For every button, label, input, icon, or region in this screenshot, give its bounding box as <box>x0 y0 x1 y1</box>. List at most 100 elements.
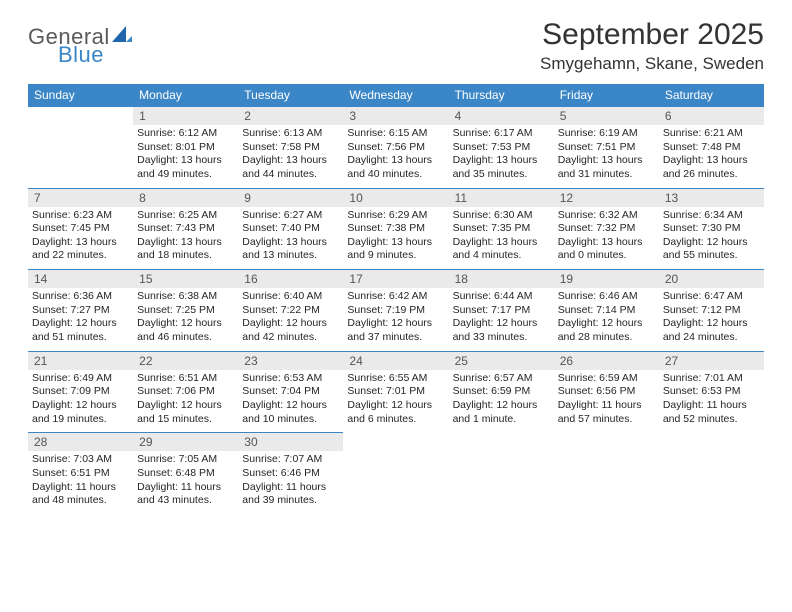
day-details: Sunrise: 6:53 AMSunset: 7:04 PMDaylight:… <box>238 370 343 433</box>
day-of-week-header: Tuesday <box>238 84 343 107</box>
calendar-week-row: 28Sunrise: 7:03 AMSunset: 6:51 PMDayligh… <box>28 433 764 514</box>
day-details: Sunrise: 6:46 AMSunset: 7:14 PMDaylight:… <box>554 288 659 351</box>
day-details: Sunrise: 6:40 AMSunset: 7:22 PMDaylight:… <box>238 288 343 351</box>
header: General Blue September 2025 Smygehamn, S… <box>28 18 764 74</box>
calendar-day-cell <box>449 433 554 514</box>
day-details: Sunrise: 6:27 AMSunset: 7:40 PMDaylight:… <box>238 207 343 270</box>
calendar-day-cell: 1Sunrise: 6:12 AMSunset: 8:01 PMDaylight… <box>133 107 238 189</box>
logo: General Blue <box>28 18 132 66</box>
calendar-day-cell <box>659 433 764 514</box>
day-number: 7 <box>28 189 133 207</box>
day-number: 20 <box>659 270 764 288</box>
calendar-day-cell: 6Sunrise: 6:21 AMSunset: 7:48 PMDaylight… <box>659 107 764 189</box>
day-details: Sunrise: 6:44 AMSunset: 7:17 PMDaylight:… <box>449 288 554 351</box>
calendar-day-cell: 15Sunrise: 6:38 AMSunset: 7:25 PMDayligh… <box>133 270 238 352</box>
day-details: Sunrise: 6:32 AMSunset: 7:32 PMDaylight:… <box>554 207 659 270</box>
calendar-day-cell: 23Sunrise: 6:53 AMSunset: 7:04 PMDayligh… <box>238 351 343 433</box>
calendar-grid: SundayMondayTuesdayWednesdayThursdayFrid… <box>28 84 764 514</box>
day-details: Sunrise: 6:38 AMSunset: 7:25 PMDaylight:… <box>133 288 238 351</box>
calendar-day-cell: 21Sunrise: 6:49 AMSunset: 7:09 PMDayligh… <box>28 351 133 433</box>
day-number: 25 <box>449 352 554 370</box>
calendar-day-cell: 13Sunrise: 6:34 AMSunset: 7:30 PMDayligh… <box>659 188 764 270</box>
day-number: 6 <box>659 107 764 125</box>
day-number: 30 <box>238 433 343 451</box>
day-details: Sunrise: 6:29 AMSunset: 7:38 PMDaylight:… <box>343 207 448 270</box>
calendar-day-cell: 9Sunrise: 6:27 AMSunset: 7:40 PMDaylight… <box>238 188 343 270</box>
logo-text: General Blue <box>28 26 132 66</box>
day-details: Sunrise: 6:21 AMSunset: 7:48 PMDaylight:… <box>659 125 764 188</box>
logo-word2: Blue <box>28 44 132 66</box>
calendar-day-cell: 28Sunrise: 7:03 AMSunset: 6:51 PMDayligh… <box>28 433 133 514</box>
title-block: September 2025 Smygehamn, Skane, Sweden <box>540 18 764 74</box>
day-number: 27 <box>659 352 764 370</box>
day-number: 10 <box>343 189 448 207</box>
calendar-day-cell: 25Sunrise: 6:57 AMSunset: 6:59 PMDayligh… <box>449 351 554 433</box>
day-details: Sunrise: 6:23 AMSunset: 7:45 PMDaylight:… <box>28 207 133 270</box>
day-number: 5 <box>554 107 659 125</box>
calendar-day-cell: 26Sunrise: 6:59 AMSunset: 6:56 PMDayligh… <box>554 351 659 433</box>
calendar-day-cell: 7Sunrise: 6:23 AMSunset: 7:45 PMDaylight… <box>28 188 133 270</box>
day-details: Sunrise: 6:30 AMSunset: 7:35 PMDaylight:… <box>449 207 554 270</box>
day-details: Sunrise: 6:57 AMSunset: 6:59 PMDaylight:… <box>449 370 554 433</box>
day-details: Sunrise: 6:36 AMSunset: 7:27 PMDaylight:… <box>28 288 133 351</box>
calendar-day-cell: 8Sunrise: 6:25 AMSunset: 7:43 PMDaylight… <box>133 188 238 270</box>
day-details: Sunrise: 6:19 AMSunset: 7:51 PMDaylight:… <box>554 125 659 188</box>
month-title: September 2025 <box>540 18 764 52</box>
calendar-week-row: 1Sunrise: 6:12 AMSunset: 8:01 PMDaylight… <box>28 107 764 189</box>
calendar-page: General Blue September 2025 Smygehamn, S… <box>0 0 792 514</box>
day-of-week-row: SundayMondayTuesdayWednesdayThursdayFrid… <box>28 84 764 107</box>
day-details: Sunrise: 6:25 AMSunset: 7:43 PMDaylight:… <box>133 207 238 270</box>
calendar-day-cell <box>343 433 448 514</box>
day-details: Sunrise: 6:49 AMSunset: 7:09 PMDaylight:… <box>28 370 133 433</box>
day-number: 21 <box>28 352 133 370</box>
day-of-week-header: Monday <box>133 84 238 107</box>
day-number: 8 <box>133 189 238 207</box>
location: Smygehamn, Skane, Sweden <box>540 54 764 74</box>
calendar-day-cell: 11Sunrise: 6:30 AMSunset: 7:35 PMDayligh… <box>449 188 554 270</box>
day-of-week-header: Sunday <box>28 84 133 107</box>
day-number: 28 <box>28 433 133 451</box>
calendar-day-cell: 24Sunrise: 6:55 AMSunset: 7:01 PMDayligh… <box>343 351 448 433</box>
calendar-day-cell: 29Sunrise: 7:05 AMSunset: 6:48 PMDayligh… <box>133 433 238 514</box>
calendar-day-cell: 2Sunrise: 6:13 AMSunset: 7:58 PMDaylight… <box>238 107 343 189</box>
calendar-day-cell: 18Sunrise: 6:44 AMSunset: 7:17 PMDayligh… <box>449 270 554 352</box>
calendar-day-cell: 5Sunrise: 6:19 AMSunset: 7:51 PMDaylight… <box>554 107 659 189</box>
day-number: 23 <box>238 352 343 370</box>
day-number: 15 <box>133 270 238 288</box>
day-details: Sunrise: 7:05 AMSunset: 6:48 PMDaylight:… <box>133 451 238 514</box>
day-number: 17 <box>343 270 448 288</box>
calendar-day-cell: 10Sunrise: 6:29 AMSunset: 7:38 PMDayligh… <box>343 188 448 270</box>
day-number: 12 <box>554 189 659 207</box>
day-of-week-header: Saturday <box>659 84 764 107</box>
day-number: 11 <box>449 189 554 207</box>
day-details: Sunrise: 7:03 AMSunset: 6:51 PMDaylight:… <box>28 451 133 514</box>
day-details: Sunrise: 6:15 AMSunset: 7:56 PMDaylight:… <box>343 125 448 188</box>
calendar-day-cell: 22Sunrise: 6:51 AMSunset: 7:06 PMDayligh… <box>133 351 238 433</box>
calendar-day-cell: 3Sunrise: 6:15 AMSunset: 7:56 PMDaylight… <box>343 107 448 189</box>
day-details: Sunrise: 6:59 AMSunset: 6:56 PMDaylight:… <box>554 370 659 433</box>
day-of-week-header: Friday <box>554 84 659 107</box>
calendar-body: 1Sunrise: 6:12 AMSunset: 8:01 PMDaylight… <box>28 107 764 514</box>
day-of-week-header: Wednesday <box>343 84 448 107</box>
day-details: Sunrise: 6:42 AMSunset: 7:19 PMDaylight:… <box>343 288 448 351</box>
day-number: 3 <box>343 107 448 125</box>
day-number: 24 <box>343 352 448 370</box>
calendar-day-cell: 20Sunrise: 6:47 AMSunset: 7:12 PMDayligh… <box>659 270 764 352</box>
calendar-week-row: 7Sunrise: 6:23 AMSunset: 7:45 PMDaylight… <box>28 188 764 270</box>
day-number: 19 <box>554 270 659 288</box>
calendar-week-row: 21Sunrise: 6:49 AMSunset: 7:09 PMDayligh… <box>28 351 764 433</box>
calendar-day-cell: 19Sunrise: 6:46 AMSunset: 7:14 PMDayligh… <box>554 270 659 352</box>
day-number: 1 <box>133 107 238 125</box>
day-of-week-header: Thursday <box>449 84 554 107</box>
day-number: 18 <box>449 270 554 288</box>
calendar-day-cell: 4Sunrise: 6:17 AMSunset: 7:53 PMDaylight… <box>449 107 554 189</box>
day-number: 14 <box>28 270 133 288</box>
calendar-day-cell: 12Sunrise: 6:32 AMSunset: 7:32 PMDayligh… <box>554 188 659 270</box>
day-details: Sunrise: 7:01 AMSunset: 6:53 PMDaylight:… <box>659 370 764 433</box>
day-details: Sunrise: 6:34 AMSunset: 7:30 PMDaylight:… <box>659 207 764 270</box>
calendar-day-cell: 14Sunrise: 6:36 AMSunset: 7:27 PMDayligh… <box>28 270 133 352</box>
calendar-day-cell: 16Sunrise: 6:40 AMSunset: 7:22 PMDayligh… <box>238 270 343 352</box>
calendar-day-cell <box>554 433 659 514</box>
day-number: 16 <box>238 270 343 288</box>
calendar-week-row: 14Sunrise: 6:36 AMSunset: 7:27 PMDayligh… <box>28 270 764 352</box>
